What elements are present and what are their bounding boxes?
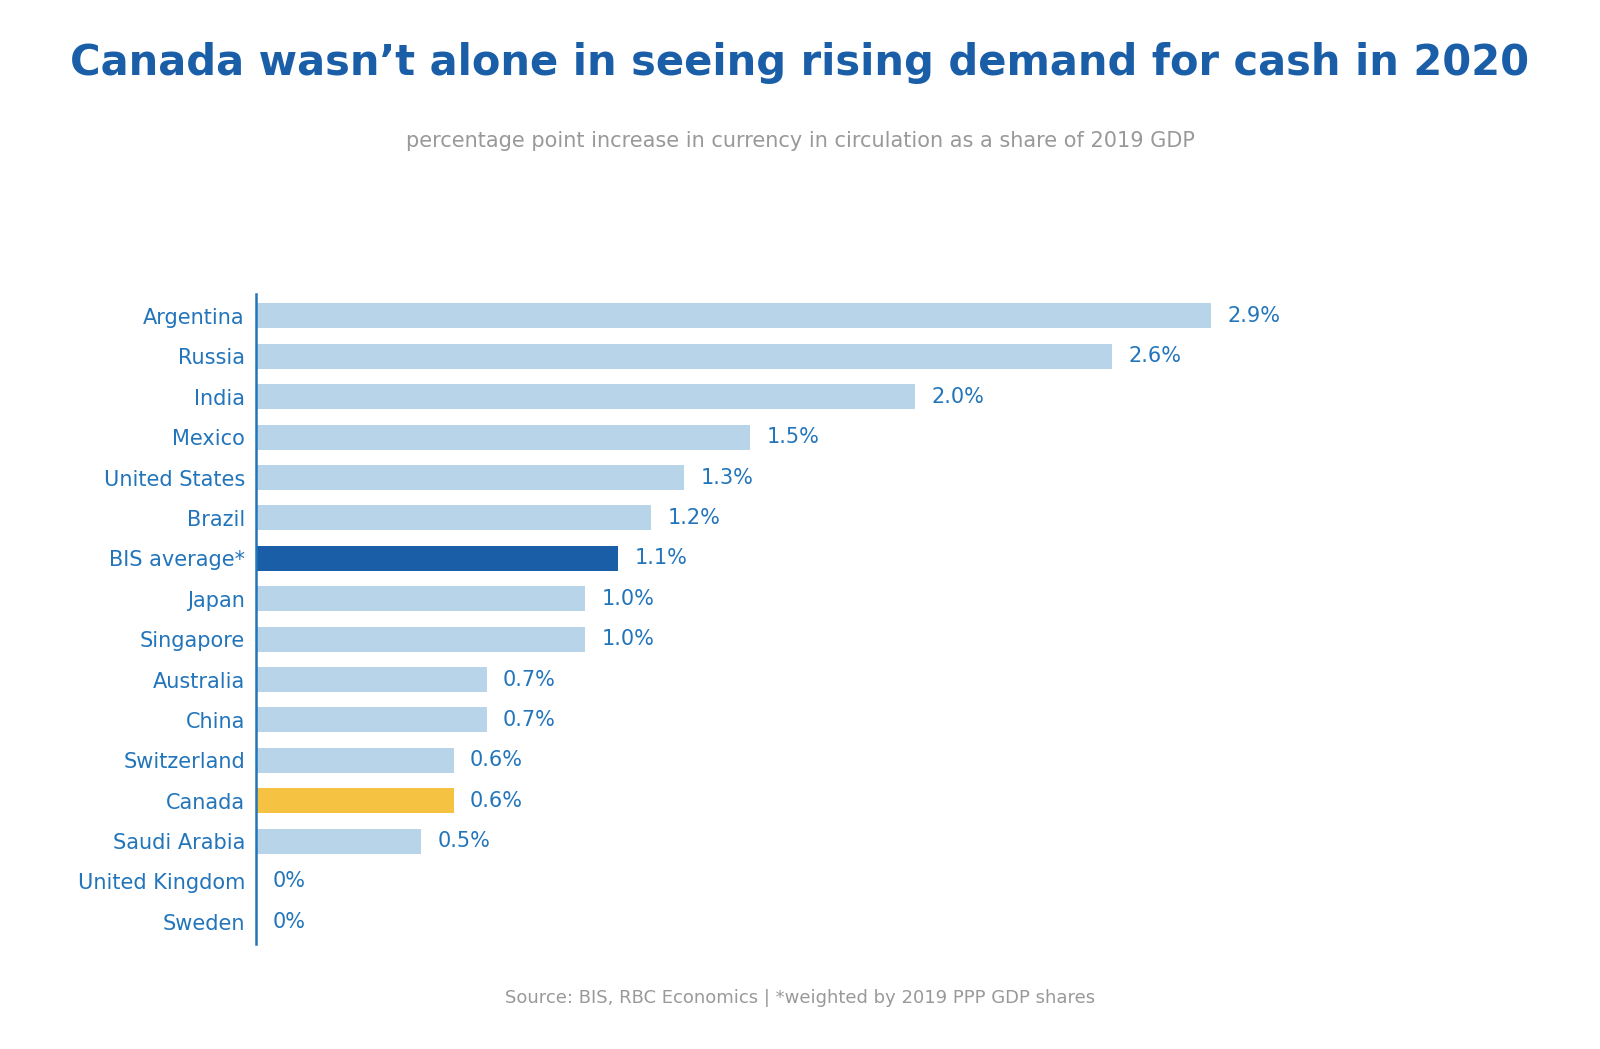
Bar <box>256 748 454 773</box>
Text: percentage point increase in currency in circulation as a share of 2019 GDP: percentage point increase in currency in… <box>405 131 1195 151</box>
Bar <box>256 384 915 409</box>
Text: Canada wasn’t alone in seeing rising demand for cash in 2020: Canada wasn’t alone in seeing rising dem… <box>70 42 1530 84</box>
Text: Source: BIS, RBC Economics | *weighted by 2019 PPP GDP shares: Source: BIS, RBC Economics | *weighted b… <box>506 989 1094 1007</box>
Text: 0%: 0% <box>272 912 306 932</box>
Bar <box>256 303 1211 328</box>
Text: 1.2%: 1.2% <box>667 508 720 528</box>
Bar <box>256 626 586 651</box>
Bar <box>256 506 651 531</box>
Text: 2.9%: 2.9% <box>1227 306 1280 326</box>
Bar <box>256 707 486 732</box>
Text: 1.3%: 1.3% <box>701 468 754 488</box>
Text: 2.6%: 2.6% <box>1130 346 1182 366</box>
Text: 0.6%: 0.6% <box>470 791 523 811</box>
Bar <box>256 788 454 813</box>
Bar <box>256 829 421 854</box>
Text: 1.5%: 1.5% <box>766 427 819 447</box>
Bar <box>256 344 1112 369</box>
Text: 0.7%: 0.7% <box>502 710 555 730</box>
Text: 2.0%: 2.0% <box>931 387 984 407</box>
Text: 1.0%: 1.0% <box>602 629 654 649</box>
Bar <box>256 465 685 490</box>
Text: 1.0%: 1.0% <box>602 588 654 608</box>
Bar <box>256 545 618 571</box>
Text: 0.6%: 0.6% <box>470 750 523 770</box>
Bar <box>256 586 586 612</box>
Text: 0.7%: 0.7% <box>502 669 555 689</box>
Text: 0.5%: 0.5% <box>437 831 490 851</box>
Bar <box>256 667 486 692</box>
Bar <box>256 425 750 450</box>
Text: 0%: 0% <box>272 872 306 892</box>
Text: 1.1%: 1.1% <box>635 549 688 569</box>
